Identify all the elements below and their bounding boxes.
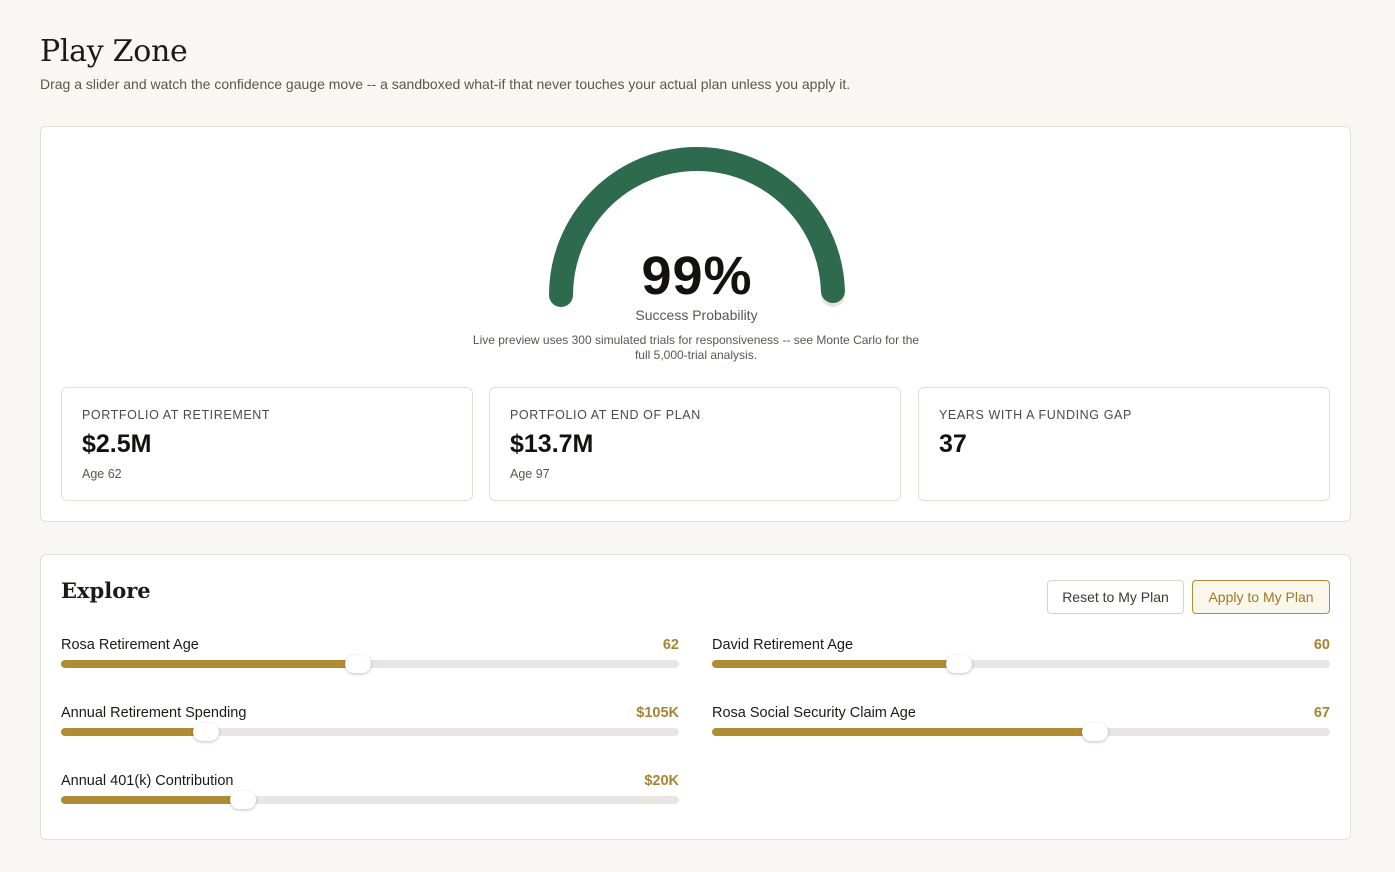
slider-track[interactable] <box>61 655 679 673</box>
slider-value: $105K <box>636 705 679 721</box>
slider-track[interactable] <box>61 723 679 741</box>
stat-value: $13.7M <box>510 430 594 458</box>
page-subtitle: Drag a slider and watch the confidence g… <box>40 76 851 92</box>
slider-value: 62 <box>662 637 679 653</box>
explore-title: Explore <box>61 578 151 603</box>
slider-fill <box>61 728 207 736</box>
slider-annual-retirement-spending: Annual Retirement Spending $105K <box>61 705 679 745</box>
slider-fill <box>712 728 1096 736</box>
stat-value: $2.5M <box>82 430 152 458</box>
gauge-card: 99% Success Probability Live preview use… <box>40 126 1351 522</box>
stat-label: PORTFOLIO AT END OF PLAN <box>510 408 701 422</box>
slider-track[interactable] <box>712 655 1330 673</box>
slider-value: 67 <box>1313 705 1330 721</box>
gauge-note: Live preview uses 300 simulated trials f… <box>472 333 920 362</box>
slider-label: Annual 401(k) Contribution <box>61 773 234 789</box>
slider-value: 60 <box>1313 637 1330 653</box>
stat-sub: Age 97 <box>510 467 550 481</box>
reset-to-my-plan-button[interactable]: Reset to My Plan <box>1047 580 1184 614</box>
gauge-label: Success Probability <box>635 307 758 323</box>
slider-label: Rosa Retirement Age <box>61 637 199 653</box>
slider-thumb[interactable] <box>1082 723 1109 741</box>
gauge-value: 99% <box>641 246 753 306</box>
slider-track[interactable] <box>712 723 1330 741</box>
stat-label: PORTFOLIO AT RETIREMENT <box>82 408 271 422</box>
slider-thumb[interactable] <box>946 655 973 673</box>
slider-thumb[interactable] <box>344 655 371 673</box>
slider-rosa-retirement-age: Rosa Retirement Age 62 <box>61 637 679 677</box>
slider-thumb[interactable] <box>230 791 257 809</box>
explore-card: Explore Reset to My Plan Apply to My Pla… <box>40 554 1351 840</box>
slider-label: David Retirement Age <box>712 637 854 653</box>
stat-sub: Age 62 <box>82 467 122 481</box>
gauge-svg <box>549 147 845 307</box>
stat-years-with-funding-gap: YEARS WITH A FUNDING GAP 37 <box>918 387 1330 501</box>
slider-label: Rosa Social Security Claim Age <box>712 705 916 721</box>
page-title: Play Zone <box>40 34 188 69</box>
stat-label: YEARS WITH A FUNDING GAP <box>939 408 1132 422</box>
slider-rosa-social-security-claim-age: Rosa Social Security Claim Age 67 <box>712 705 1330 745</box>
slider-fill <box>61 796 244 804</box>
apply-to-my-plan-button[interactable]: Apply to My Plan <box>1192 580 1330 614</box>
slider-value: $20K <box>644 773 679 789</box>
slider-david-retirement-age: David Retirement Age 60 <box>712 637 1330 677</box>
confidence-gauge: 99% <box>547 147 847 317</box>
slider-track[interactable] <box>61 791 679 809</box>
slider-fill <box>712 660 960 668</box>
stat-portfolio-at-retirement: PORTFOLIO AT RETIREMENT $2.5M Age 62 <box>61 387 473 501</box>
gauge-arc <box>549 147 845 307</box>
stat-portfolio-at-end-of-plan: PORTFOLIO AT END OF PLAN $13.7M Age 97 <box>489 387 901 501</box>
slider-thumb[interactable] <box>193 723 220 741</box>
stat-value: 37 <box>939 430 967 458</box>
slider-annual-401k-contribution: Annual 401(k) Contribution $20K <box>61 773 679 813</box>
slider-fill <box>61 660 358 668</box>
slider-label: Annual Retirement Spending <box>61 705 247 721</box>
